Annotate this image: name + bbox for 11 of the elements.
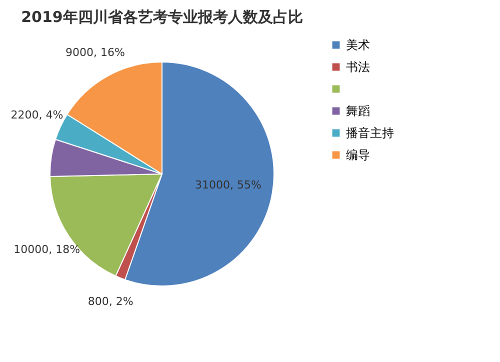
data-label: 31000, 55% (195, 178, 262, 192)
legend-label: 播音主持 (346, 126, 394, 140)
legend-label: 编导 (346, 148, 370, 162)
legend-label: 舞蹈 (346, 104, 370, 118)
legend-label: 书法 (346, 60, 370, 74)
data-label: 800, 2% (88, 295, 134, 308)
data-label: 10000, 18% (14, 243, 80, 256)
legend-label: 美术 (346, 38, 370, 52)
data-label: 2200, 4% (10, 108, 64, 122)
chart-title: 2019年四川省各艺考专业报考人数及占比 (21, 8, 303, 26)
data-label: 9000, 16% (66, 46, 125, 60)
